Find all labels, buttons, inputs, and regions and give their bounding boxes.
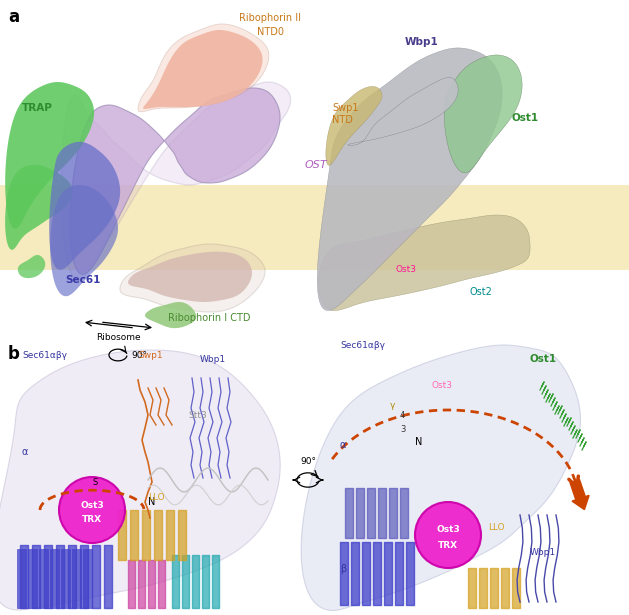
Text: Ost3: Ost3 xyxy=(436,525,460,534)
Polygon shape xyxy=(326,87,382,165)
FancyBboxPatch shape xyxy=(39,549,49,609)
Polygon shape xyxy=(0,350,280,610)
Text: Stt3: Stt3 xyxy=(188,411,207,420)
Polygon shape xyxy=(143,30,262,109)
Polygon shape xyxy=(70,88,280,274)
Text: Wbp1: Wbp1 xyxy=(200,355,226,364)
Polygon shape xyxy=(128,252,252,302)
FancyBboxPatch shape xyxy=(72,549,82,609)
Polygon shape xyxy=(318,215,530,311)
Polygon shape xyxy=(138,24,269,112)
Text: Ost1: Ost1 xyxy=(512,113,539,123)
Text: NTD0: NTD0 xyxy=(257,27,284,37)
Text: 90°: 90° xyxy=(300,457,316,466)
Text: b: b xyxy=(8,345,20,363)
Text: Ost3: Ost3 xyxy=(432,381,453,390)
Text: Sec61αβγ: Sec61αβγ xyxy=(340,341,385,350)
FancyArrow shape xyxy=(570,480,589,510)
Circle shape xyxy=(415,502,481,568)
Text: Ribosome: Ribosome xyxy=(96,333,140,343)
Text: TRX: TRX xyxy=(438,541,458,549)
Text: OST: OST xyxy=(305,160,328,170)
Polygon shape xyxy=(444,55,522,173)
Text: Swp1: Swp1 xyxy=(138,351,163,360)
Polygon shape xyxy=(348,77,458,145)
Text: LLO: LLO xyxy=(148,493,165,502)
Text: Swp1: Swp1 xyxy=(332,103,359,113)
Text: γ: γ xyxy=(390,401,396,410)
Text: Ost3: Ost3 xyxy=(80,501,104,509)
Text: β: β xyxy=(340,564,346,574)
Polygon shape xyxy=(301,345,581,611)
FancyBboxPatch shape xyxy=(28,549,38,609)
Text: α: α xyxy=(22,447,28,457)
Text: Ost1: Ost1 xyxy=(530,354,557,364)
Text: a: a xyxy=(8,8,19,26)
FancyBboxPatch shape xyxy=(0,185,629,270)
Text: 3: 3 xyxy=(400,425,405,434)
Text: N: N xyxy=(148,497,155,507)
Text: Sec61: Sec61 xyxy=(65,275,101,285)
Text: Ribophorin I CTD: Ribophorin I CTD xyxy=(168,313,250,323)
Text: 4: 4 xyxy=(400,411,405,420)
Text: Ost3: Ost3 xyxy=(395,266,416,274)
Polygon shape xyxy=(49,142,120,270)
Polygon shape xyxy=(5,165,72,250)
Text: Ribophorin II: Ribophorin II xyxy=(239,13,301,23)
FancyBboxPatch shape xyxy=(50,549,60,609)
Polygon shape xyxy=(120,244,265,312)
Text: Ost2: Ost2 xyxy=(470,287,493,297)
Text: Sec61αβγ: Sec61αβγ xyxy=(22,351,67,360)
Text: Wbp1: Wbp1 xyxy=(530,548,556,557)
Text: TRAP: TRAP xyxy=(22,103,53,113)
Text: N: N xyxy=(415,437,423,447)
FancyBboxPatch shape xyxy=(83,549,93,609)
Text: S: S xyxy=(92,478,97,487)
Polygon shape xyxy=(62,82,291,280)
FancyBboxPatch shape xyxy=(61,549,71,609)
Polygon shape xyxy=(18,255,45,278)
Text: LLO: LLO xyxy=(488,523,504,532)
Text: NTD: NTD xyxy=(332,115,353,125)
FancyBboxPatch shape xyxy=(17,549,27,609)
Text: 90°: 90° xyxy=(131,351,147,360)
Text: TRX: TRX xyxy=(82,515,102,525)
Polygon shape xyxy=(5,82,94,229)
Text: Wbp1: Wbp1 xyxy=(405,37,439,47)
Polygon shape xyxy=(317,48,502,311)
Polygon shape xyxy=(50,185,118,296)
Polygon shape xyxy=(145,302,196,328)
Text: α: α xyxy=(340,440,347,450)
Circle shape xyxy=(59,477,125,543)
